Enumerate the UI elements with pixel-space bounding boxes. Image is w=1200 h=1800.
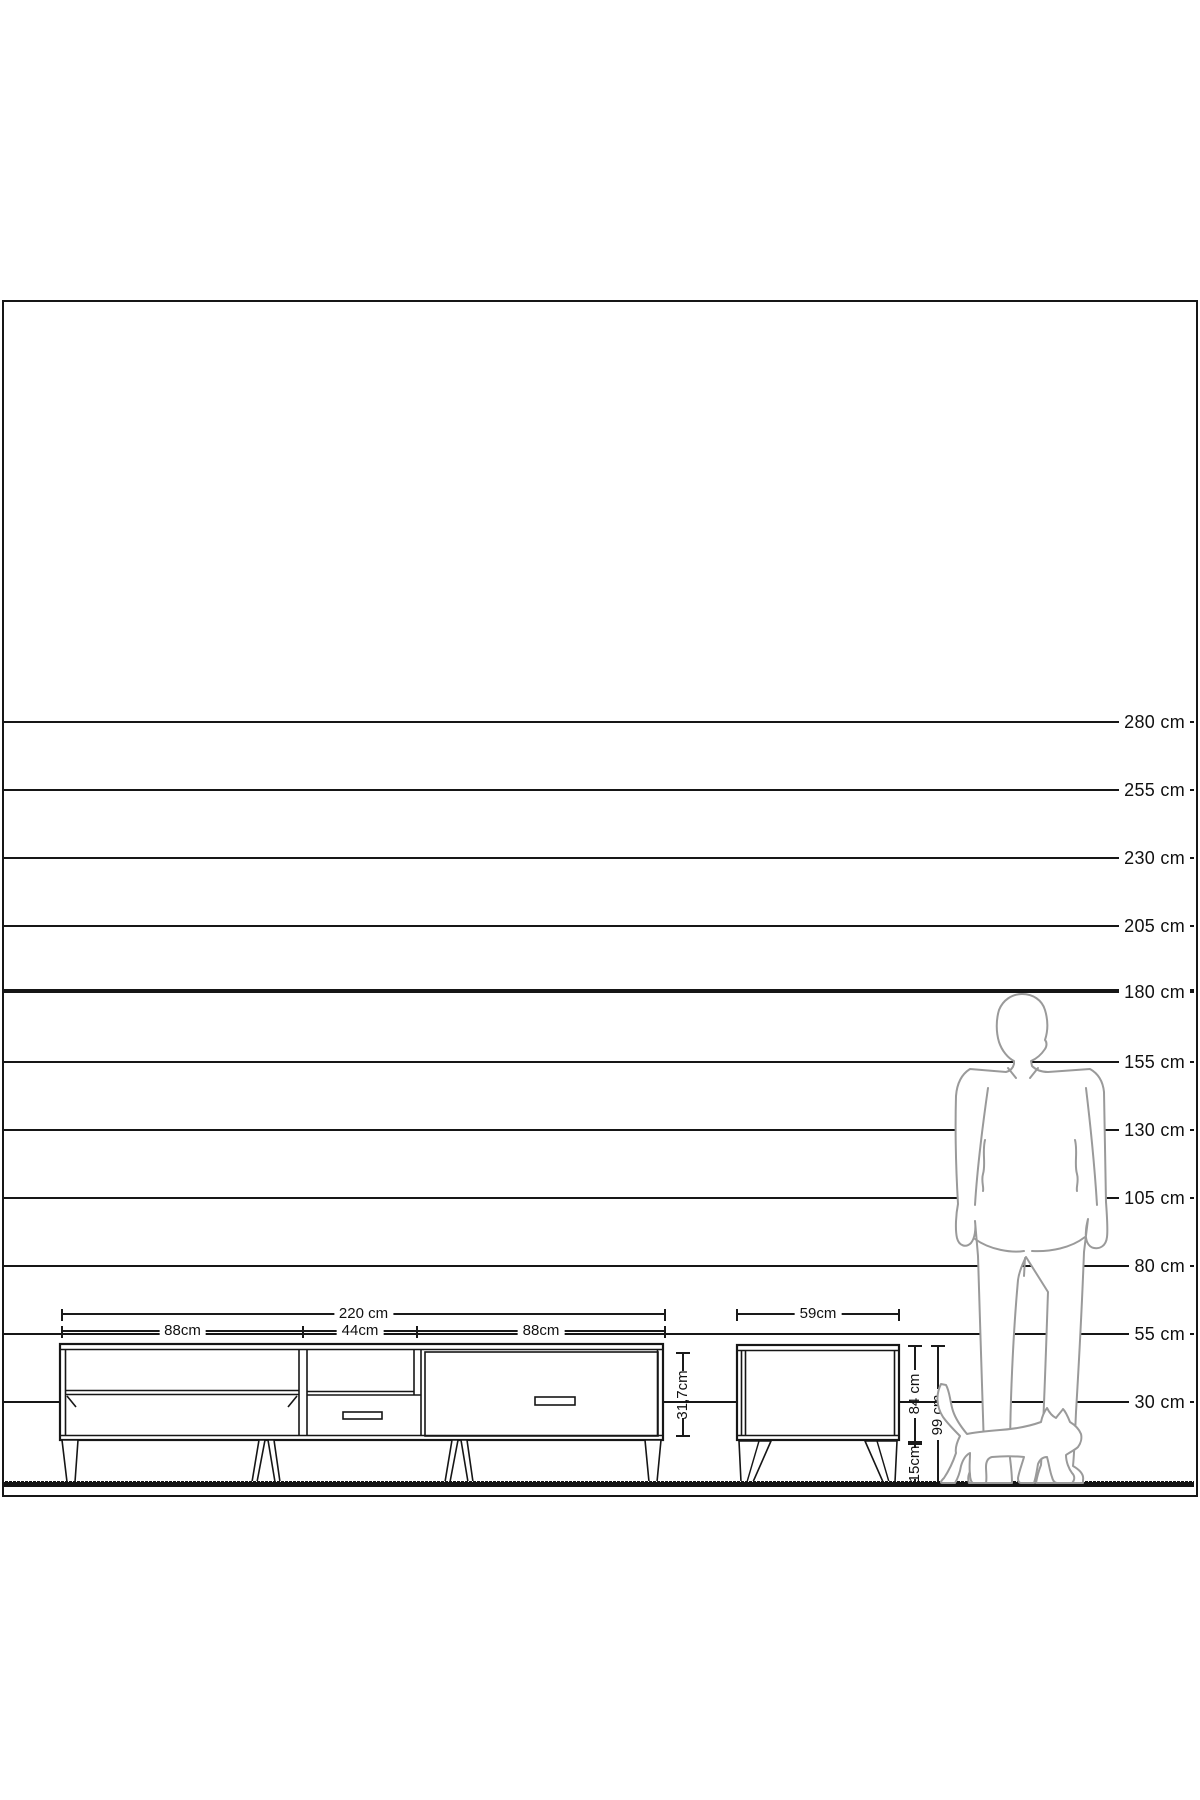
dim-tv-stand-body-height: 31,7cm xyxy=(674,1352,691,1437)
dim-line-segment xyxy=(914,1417,916,1443)
scale-line-205cm: 205 cm xyxy=(4,914,1194,938)
dim-tick xyxy=(302,1326,304,1338)
scale-line-230cm: 230 cm xyxy=(4,846,1194,870)
dim-label-left-section: 88cm xyxy=(159,1321,206,1341)
tv-stand-middle-drawer-handle xyxy=(342,1411,383,1420)
dim-line-segment xyxy=(937,1345,939,1390)
dim-tick xyxy=(61,1309,63,1321)
person-silhouette xyxy=(954,993,1109,1484)
cat-silhouette xyxy=(936,1383,1083,1484)
diagram-frame xyxy=(2,300,1198,1497)
dim-tv-stand-total-width: 220 cm xyxy=(61,1304,666,1324)
dim-label-total-width: 220 cm xyxy=(333,1304,394,1324)
scale-line-280cm: 280 cm xyxy=(4,710,1194,734)
scale-line-label: 255 cm xyxy=(1119,778,1190,802)
scale-line-180cm: 180 cm xyxy=(4,980,1194,1004)
dim-tick xyxy=(898,1309,900,1321)
dim-tick xyxy=(908,1345,922,1347)
tv-stand-right-drawer-handle xyxy=(534,1396,576,1406)
scale-line-label: 80 cm xyxy=(1129,1254,1190,1278)
dim-tv-stand-left-section: 88cm xyxy=(61,1321,304,1341)
ground-line xyxy=(4,1481,1194,1487)
dim-label-right-section: 88cm xyxy=(517,1321,565,1341)
scale-line-55cm: 55 cm xyxy=(4,1322,1194,1346)
dim-line-segment xyxy=(914,1443,916,1448)
dim-side-table-width: 59cm xyxy=(736,1304,900,1324)
scale-line-label: 230 cm xyxy=(1119,846,1190,870)
scale-line-label: 155 cm xyxy=(1119,1050,1190,1074)
scale-line-80cm: 80 cm xyxy=(4,1254,1194,1278)
tv-stand-drawing xyxy=(58,1342,665,1483)
dim-line-segment xyxy=(914,1345,916,1371)
person-suit-details xyxy=(974,1067,1098,1277)
dim-tick xyxy=(676,1435,690,1437)
dim-tick xyxy=(61,1326,63,1338)
dim-side-table-body-height: 84 cm xyxy=(906,1345,923,1443)
dim-tick xyxy=(416,1326,418,1338)
dim-tv-stand-middle-section: 44cm xyxy=(302,1321,418,1341)
dim-line-segment xyxy=(682,1418,684,1437)
dim-tick xyxy=(664,1309,666,1321)
scale-line-label: 130 cm xyxy=(1119,1118,1190,1142)
dim-tick xyxy=(664,1326,666,1338)
dim-tick xyxy=(736,1309,738,1321)
scale-line-255cm: 255 cm xyxy=(4,778,1194,802)
dim-tick xyxy=(676,1352,690,1354)
scale-line-130cm: 130 cm xyxy=(4,1118,1194,1142)
scale-line-label: 105 cm xyxy=(1119,1186,1190,1210)
scale-line-label: 30 cm xyxy=(1129,1390,1190,1414)
scale-line-label: 205 cm xyxy=(1119,914,1190,938)
scale-line-105cm: 105 cm xyxy=(4,1186,1194,1210)
dim-label-middle-section: 44cm xyxy=(336,1321,384,1341)
scale-line-label: 280 cm xyxy=(1119,710,1190,734)
scale-line-155cm: 155 cm xyxy=(4,1050,1194,1074)
scale-line-label: 180 cm xyxy=(1119,980,1190,1004)
dim-tick xyxy=(908,1443,922,1445)
dim-tv-stand-right-section: 88cm xyxy=(416,1321,666,1341)
dim-tick xyxy=(908,1441,922,1443)
dim-label-side-table-width: 59cm xyxy=(794,1304,842,1324)
dim-tick xyxy=(931,1345,945,1347)
scale-line-label: 55 cm xyxy=(1129,1322,1190,1346)
dim-line-segment xyxy=(937,1439,939,1484)
dim-line-segment xyxy=(682,1352,684,1371)
